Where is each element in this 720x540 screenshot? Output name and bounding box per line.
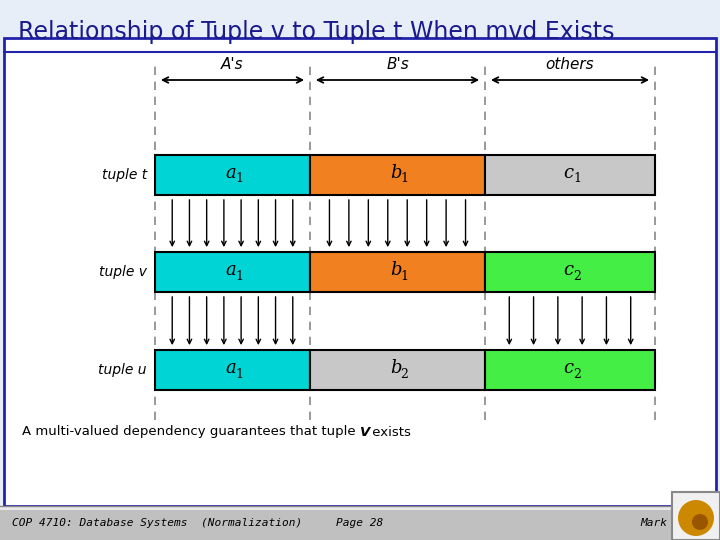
Text: a: a [225, 164, 236, 182]
Text: a: a [225, 261, 236, 279]
Text: exists: exists [368, 426, 411, 438]
Text: 1: 1 [400, 172, 408, 186]
Bar [155, 350, 310, 390]
Text: b: b [390, 164, 401, 182]
Text: c: c [563, 261, 573, 279]
Bar [485, 155, 655, 195]
Text: c: c [563, 164, 573, 182]
Text: 2: 2 [573, 269, 581, 282]
Text: V: V [360, 426, 370, 438]
Bar [4, 38, 716, 506]
Bar [485, 350, 655, 390]
Text: 2: 2 [573, 368, 581, 381]
Text: b: b [390, 359, 401, 377]
Text: B's: B's [386, 57, 409, 72]
Text: b: b [390, 261, 401, 279]
Text: 1: 1 [235, 269, 243, 282]
Text: 1: 1 [235, 172, 243, 186]
Bar [672, 492, 720, 540]
Bar [155, 155, 310, 195]
Text: tuple t: tuple t [102, 168, 147, 182]
Bar [310, 155, 485, 195]
Circle shape [692, 514, 708, 530]
Text: tuple u: tuple u [99, 363, 147, 377]
Circle shape [678, 500, 714, 536]
Text: A multi-valued dependency guarantees that tuple: A multi-valued dependency guarantees tha… [22, 426, 360, 438]
Bar [0, 506, 720, 510]
Text: 2: 2 [400, 368, 408, 381]
Text: Page 28: Page 28 [336, 518, 384, 528]
Text: others: others [546, 57, 594, 72]
Bar [310, 252, 485, 292]
Text: Relationship of Tuple v to Tuple t When mvd Exists: Relationship of Tuple v to Tuple t When … [18, 20, 614, 44]
Text: COP 4710: Database Systems  (Normalization): COP 4710: Database Systems (Normalizatio… [12, 518, 302, 528]
Text: A's: A's [221, 57, 244, 72]
Text: 1: 1 [573, 172, 581, 186]
Bar [485, 252, 655, 292]
Text: a: a [225, 359, 236, 377]
Text: 1: 1 [400, 269, 408, 282]
Text: Mark Llewellyn ©: Mark Llewellyn © [640, 518, 720, 528]
Bar [310, 350, 485, 390]
Text: 1: 1 [235, 368, 243, 381]
Text: c: c [563, 359, 573, 377]
Text: tuple v: tuple v [99, 265, 147, 279]
Bar [155, 252, 310, 292]
Bar [0, 506, 720, 540]
